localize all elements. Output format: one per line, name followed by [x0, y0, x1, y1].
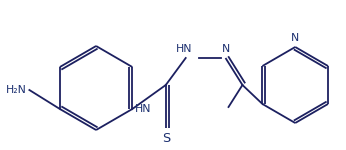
Text: N: N: [221, 44, 230, 54]
Text: H₂N: H₂N: [6, 85, 26, 95]
Text: S: S: [162, 132, 170, 145]
Text: HN: HN: [175, 44, 192, 54]
Text: HN: HN: [135, 104, 151, 114]
Text: N: N: [291, 33, 299, 43]
